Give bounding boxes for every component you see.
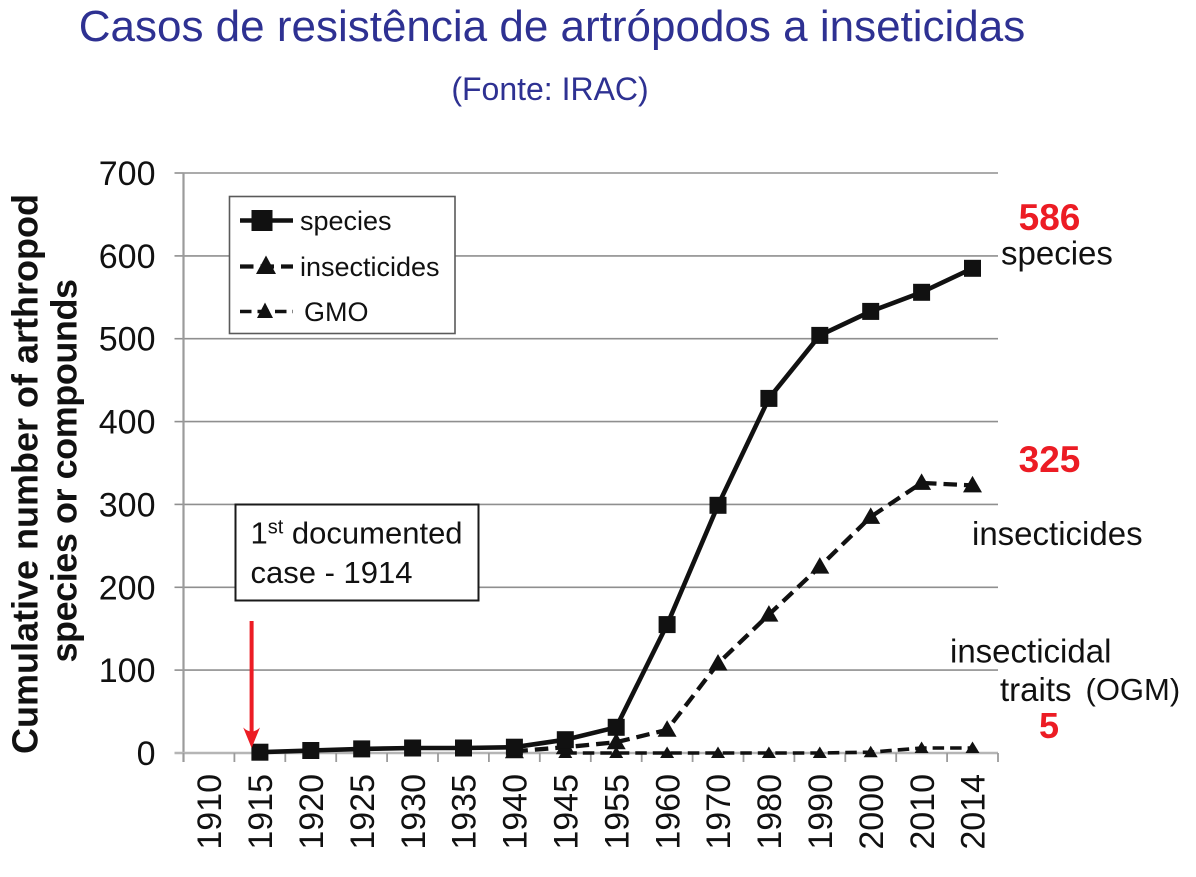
svg-text:5: 5	[1039, 705, 1059, 746]
svg-text:200: 200	[99, 569, 156, 607]
svg-text:325: 325	[1019, 439, 1081, 480]
svg-text:1970: 1970	[700, 774, 738, 850]
svg-text:586: 586	[1019, 197, 1081, 238]
svg-text:GMO: GMO	[304, 297, 369, 327]
svg-text:1920: 1920	[293, 774, 331, 850]
svg-text:700: 700	[99, 155, 156, 193]
svg-text:1960: 1960	[649, 774, 687, 850]
svg-text:1st documented: 1st documented	[251, 516, 463, 551]
svg-text:1915: 1915	[242, 774, 280, 850]
svg-text:Cumulative number of arthropod: Cumulative number of arthropod	[5, 194, 46, 754]
svg-text:1935: 1935	[446, 774, 484, 850]
svg-text:traits: traits	[1000, 671, 1072, 708]
svg-text:insecticides: insecticides	[972, 515, 1143, 552]
svg-text:2010: 2010	[904, 774, 942, 850]
svg-text:insecticides: insecticides	[300, 252, 440, 282]
svg-text:1980: 1980	[751, 774, 789, 850]
svg-text:1930: 1930	[395, 774, 433, 850]
svg-text:species or compounds: species or compounds	[44, 279, 85, 662]
svg-text:(OGM): (OGM)	[1086, 672, 1181, 707]
svg-text:2000: 2000	[853, 774, 891, 850]
svg-text:species: species	[1001, 235, 1113, 272]
svg-text:2014: 2014	[955, 774, 993, 850]
svg-text:1990: 1990	[802, 774, 840, 850]
svg-text:500: 500	[99, 321, 156, 359]
svg-text:400: 400	[99, 404, 156, 442]
svg-text:species: species	[300, 206, 392, 236]
svg-text:case - 1914: case - 1914	[251, 555, 413, 590]
svg-text:insecticidal: insecticidal	[950, 633, 1111, 670]
svg-text:1925: 1925	[344, 774, 382, 850]
svg-text:(Fonte: IRAC): (Fonte: IRAC)	[451, 71, 648, 107]
svg-text:300: 300	[99, 486, 156, 524]
svg-text:0: 0	[137, 735, 156, 773]
svg-text:1940: 1940	[497, 774, 535, 850]
svg-text:1945: 1945	[548, 774, 586, 850]
svg-text:Casos de resistência de artróp: Casos de resistência de artrópodos a ins…	[79, 2, 1026, 51]
svg-text:100: 100	[99, 652, 156, 690]
svg-text:1910: 1910	[191, 774, 229, 850]
svg-text:1955: 1955	[598, 774, 636, 850]
svg-text:600: 600	[99, 238, 156, 276]
